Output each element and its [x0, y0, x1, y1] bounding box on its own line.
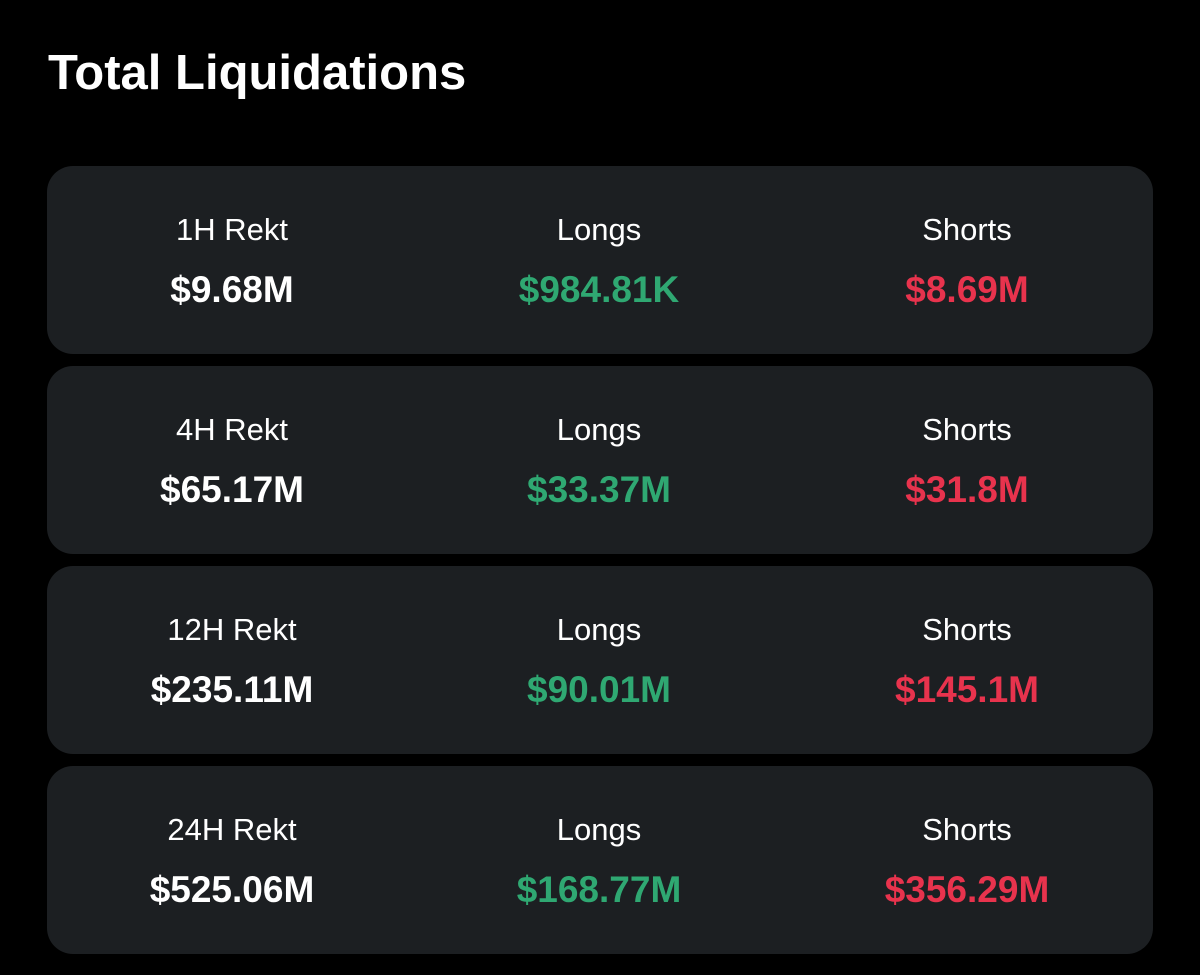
longs-label: Longs — [556, 212, 642, 247]
total-value: $235.11M — [150, 669, 314, 710]
shorts-column: Shorts $8.69M — [783, 166, 1151, 354]
shorts-column: Shorts $145.1M — [783, 566, 1151, 754]
liquidation-card-24h: 24H Rekt $525.06M Longs $168.77M Shorts … — [47, 766, 1153, 954]
total-column: 4H Rekt $65.17M — [47, 366, 417, 554]
total-column: 24H Rekt $525.06M — [47, 766, 417, 954]
longs-label: Longs — [556, 612, 642, 647]
shorts-column: Shorts $356.29M — [783, 766, 1151, 954]
shorts-value: $31.8M — [905, 469, 1029, 510]
shorts-label: Shorts — [922, 812, 1012, 847]
liquidation-card-1h: 1H Rekt $9.68M Longs $984.81K Shorts $8.… — [47, 166, 1153, 354]
longs-label: Longs — [556, 812, 642, 847]
longs-value: $33.37M — [527, 469, 671, 510]
period-label: 24H Rekt — [167, 812, 297, 847]
total-value: $9.68M — [170, 269, 294, 310]
shorts-label: Shorts — [922, 212, 1012, 247]
shorts-value: $356.29M — [884, 869, 1050, 910]
period-label: 12H Rekt — [167, 612, 297, 647]
liquidation-card-4h: 4H Rekt $65.17M Longs $33.37M Shorts $31… — [47, 366, 1153, 554]
shorts-label: Shorts — [922, 412, 1012, 447]
longs-value: $984.81K — [518, 269, 680, 310]
liquidation-cards: 1H Rekt $9.68M Longs $984.81K Shorts $8.… — [47, 166, 1153, 954]
longs-column: Longs $984.81K — [415, 166, 783, 354]
longs-value: $168.77M — [516, 869, 682, 910]
total-column: 1H Rekt $9.68M — [47, 166, 417, 354]
longs-column: Longs $90.01M — [415, 566, 783, 754]
shorts-label: Shorts — [922, 612, 1012, 647]
period-label: 1H Rekt — [176, 212, 288, 247]
shorts-column: Shorts $31.8M — [783, 366, 1151, 554]
longs-column: Longs $33.37M — [415, 366, 783, 554]
page-title: Total Liquidations — [48, 46, 467, 100]
total-value: $525.06M — [149, 869, 315, 910]
period-label: 4H Rekt — [176, 412, 288, 447]
longs-column: Longs $168.77M — [415, 766, 783, 954]
shorts-value: $8.69M — [905, 269, 1029, 310]
longs-label: Longs — [556, 412, 642, 447]
total-value: $65.17M — [160, 469, 304, 510]
longs-value: $90.01M — [527, 669, 671, 710]
total-column: 12H Rekt $235.11M — [47, 566, 417, 754]
shorts-value: $145.1M — [895, 669, 1039, 710]
liquidation-card-12h: 12H Rekt $235.11M Longs $90.01M Shorts $… — [47, 566, 1153, 754]
